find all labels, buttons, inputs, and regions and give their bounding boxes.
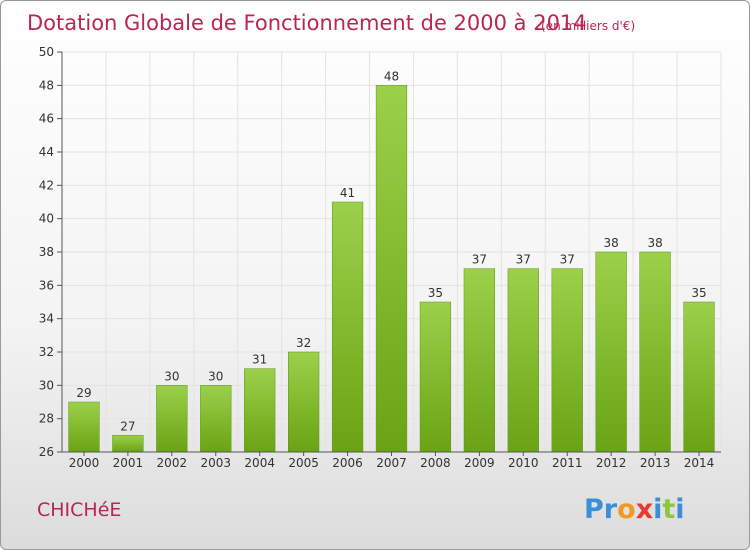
data-label: 38 bbox=[604, 236, 619, 250]
y-tick-label: 32 bbox=[39, 345, 54, 359]
logo-letter: i bbox=[653, 494, 662, 525]
bar bbox=[551, 268, 583, 453]
data-label: 30 bbox=[164, 369, 179, 383]
bar bbox=[463, 268, 495, 453]
y-tick-label: 50 bbox=[39, 45, 54, 59]
logo-letter: o bbox=[617, 494, 636, 525]
logo-letter: i bbox=[675, 494, 684, 525]
bar bbox=[507, 268, 539, 453]
x-tick-label: 2011 bbox=[552, 456, 583, 470]
data-label: 29 bbox=[76, 386, 91, 400]
bar bbox=[683, 301, 715, 453]
data-label: 48 bbox=[384, 69, 399, 83]
x-tick-label: 2005 bbox=[288, 456, 319, 470]
logo-letter: t bbox=[662, 494, 675, 525]
x-tick-label: 2010 bbox=[508, 456, 539, 470]
data-label: 37 bbox=[560, 253, 575, 267]
proxiti-logo: Proxiti bbox=[584, 494, 685, 525]
data-label: 31 bbox=[252, 353, 267, 367]
y-tick-label: 30 bbox=[39, 378, 54, 392]
bar bbox=[375, 85, 408, 453]
y-tick-label: 26 bbox=[39, 445, 54, 459]
bar bbox=[156, 385, 188, 453]
x-tick-label: 2003 bbox=[200, 456, 231, 470]
bar bbox=[595, 251, 627, 453]
data-label: 27 bbox=[120, 419, 135, 433]
y-tick-label: 48 bbox=[39, 78, 54, 92]
y-tick-label: 40 bbox=[39, 212, 54, 226]
bar bbox=[244, 368, 276, 453]
y-tick-label: 46 bbox=[39, 112, 54, 126]
x-tick-label: 2004 bbox=[244, 456, 275, 470]
x-tick-label: 2002 bbox=[157, 456, 188, 470]
bar bbox=[68, 401, 100, 453]
x-tick-label: 2000 bbox=[69, 456, 100, 470]
data-label: 30 bbox=[208, 369, 223, 383]
data-label: 37 bbox=[516, 253, 531, 267]
data-label: 32 bbox=[296, 336, 311, 350]
x-tick-label: 2014 bbox=[684, 456, 715, 470]
x-tick-label: 2008 bbox=[420, 456, 451, 470]
data-label: 37 bbox=[472, 253, 487, 267]
bar bbox=[288, 351, 320, 453]
bar bbox=[200, 385, 232, 453]
y-tick-label: 28 bbox=[39, 412, 54, 426]
data-label: 41 bbox=[340, 186, 355, 200]
logo-letter: x bbox=[636, 494, 653, 525]
bars-layer: 29 27 30 30 31 32 41 48 35 37 37 37 38 38 35 bbox=[68, 69, 715, 453]
bar bbox=[331, 201, 364, 453]
data-label: 38 bbox=[647, 236, 662, 250]
y-tick-label: 44 bbox=[39, 145, 54, 159]
x-tick-label: 2007 bbox=[376, 456, 407, 470]
data-label: 35 bbox=[691, 286, 706, 300]
bar bbox=[639, 251, 671, 453]
bar bbox=[112, 435, 144, 453]
y-tick-label: 38 bbox=[39, 245, 54, 259]
y-tick-label: 42 bbox=[39, 178, 54, 192]
chart-title: Dotation Globale de Fonctionnement de 20… bbox=[27, 11, 587, 35]
axis-layer: 26 28 30 32 34 36 38 40 42 44 46 48 50 2000 2001 2002 20… bbox=[39, 45, 721, 470]
x-tick-label: 2006 bbox=[332, 456, 363, 470]
x-tick-label: 2012 bbox=[596, 456, 627, 470]
place-name: CHICHéE bbox=[37, 499, 121, 521]
x-tick-label: 2009 bbox=[464, 456, 495, 470]
x-tick-label: 2001 bbox=[113, 456, 144, 470]
chart-subtitle: (en milliers d'€) bbox=[541, 19, 635, 33]
x-tick-label: 2013 bbox=[640, 456, 671, 470]
data-label: 35 bbox=[428, 286, 443, 300]
y-tick-label: 36 bbox=[39, 278, 54, 292]
logo-letter: r bbox=[604, 494, 618, 525]
y-tick-label: 34 bbox=[39, 312, 54, 326]
logo-letter: P bbox=[584, 494, 604, 525]
bar bbox=[419, 301, 452, 453]
